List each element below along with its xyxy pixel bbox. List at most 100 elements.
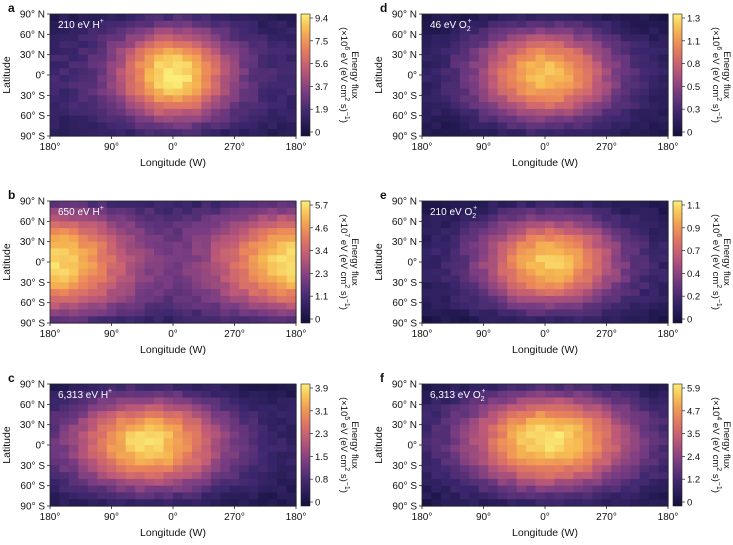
heatmap-cell: [422, 129, 433, 137]
heatmap-cell: [478, 47, 489, 56]
heatmap-cell: [422, 499, 433, 507]
heatmap-cell: [239, 68, 250, 76]
heatmap-cell: [239, 275, 250, 283]
heatmap-cell: [267, 262, 278, 270]
heatmap-cell: [563, 438, 574, 446]
heatmap-cell: [459, 417, 470, 426]
heatmap-cell: [611, 262, 622, 270]
x-tick-label: 180°: [40, 512, 61, 523]
heatmap-cell: [440, 499, 451, 507]
heatmap-cell: [220, 424, 231, 433]
heatmap-cell: [87, 397, 98, 405]
heatmap-cell: [258, 102, 269, 110]
y-tick-label: 60° S: [392, 298, 417, 309]
heatmap-cell: [68, 302, 79, 311]
heatmap-cell: [239, 14, 250, 22]
heatmap-cell: [286, 221, 297, 229]
heatmap-cell: [239, 438, 250, 446]
heatmap-cell: [229, 34, 240, 42]
heatmap-cell: [173, 289, 184, 297]
heatmap-cell: [620, 20, 631, 29]
heatmap-cell: [220, 404, 231, 412]
heatmap-cell: [173, 424, 184, 433]
heatmap-cell: [106, 241, 117, 250]
heatmap-cell: [639, 228, 650, 236]
x-tick-label: 270°: [596, 512, 617, 523]
heatmap-cell: [469, 102, 480, 110]
heatmap-cell: [649, 417, 660, 426]
heatmap-cell: [649, 102, 660, 110]
heatmap-cell: [469, 417, 480, 426]
heatmap-cell: [507, 129, 518, 137]
heatmap-cell: [182, 275, 193, 283]
heatmap-cell: [488, 262, 499, 270]
heatmap-cell: [611, 95, 622, 103]
heatmap-cell: [563, 492, 574, 500]
heatmap-cell: [154, 472, 165, 480]
heatmap-cell: [582, 282, 593, 290]
heatmap-cell: [68, 34, 79, 42]
heatmap-cell: [59, 102, 70, 110]
heatmap-cell: [163, 445, 174, 453]
heatmap-cell: [68, 61, 79, 69]
heatmap-cell: [258, 458, 269, 466]
heatmap-cell: [59, 228, 70, 236]
heatmap-cell: [210, 207, 221, 216]
heatmap-cell: [658, 282, 669, 290]
heatmap-cell: [229, 417, 240, 426]
heatmap-cell: [135, 129, 146, 137]
heatmap-cell: [163, 241, 174, 250]
heatmap-cell: [210, 431, 221, 439]
heatmap-cell: [210, 47, 221, 56]
heatmap-cell: [248, 458, 259, 466]
x-tick-label: 270°: [596, 142, 617, 153]
heatmap-cell: [163, 34, 174, 42]
heatmap-cell: [601, 492, 612, 500]
heatmap-cell: [248, 41, 259, 49]
heatmap-cell: [229, 221, 240, 229]
heatmap-cell: [582, 115, 593, 124]
heatmap-cell: [507, 485, 518, 494]
heatmap-cell: [488, 404, 499, 412]
heatmap-cell: [497, 397, 508, 405]
heatmap-cell: [488, 20, 499, 29]
heatmap-cell: [68, 207, 79, 216]
heatmap-cell: [78, 41, 89, 49]
heatmap-cell: [286, 465, 297, 473]
heatmap-cell: [649, 438, 660, 446]
heatmap-cell: [163, 451, 174, 460]
heatmap-cell: [563, 81, 574, 90]
heatmap-cell: [535, 397, 546, 405]
heatmap-cell: [497, 14, 508, 22]
heatmap-cell: [173, 54, 184, 63]
heatmap-cell: [431, 309, 442, 317]
heatmap-cell: [535, 295, 546, 304]
heatmap-cell: [191, 75, 202, 83]
heatmap-cell: [516, 424, 527, 433]
heatmap-cell: [239, 207, 250, 216]
heatmap-cell: [277, 492, 288, 500]
heatmap-cell: [125, 102, 136, 110]
heatmap-cell: [191, 282, 202, 290]
heatmap-cell: [507, 451, 518, 460]
heatmap-cell: [582, 397, 593, 405]
heatmap-cell: [267, 54, 278, 63]
heatmap-cell: [431, 302, 442, 311]
heatmap-cell: [220, 472, 231, 480]
heatmap-cell: [431, 68, 442, 76]
heatmap-cell: [286, 485, 297, 494]
heatmap-cell: [649, 309, 660, 317]
heatmap-cell: [97, 478, 108, 487]
heatmap-cell: [182, 404, 193, 412]
heatmap-cell: [116, 108, 127, 117]
x-axis-label: Longitude (W): [512, 157, 578, 169]
colorbar-tick-label: 0.8: [315, 475, 328, 486]
heatmap-cell: [459, 458, 470, 466]
heatmap-cell: [182, 68, 193, 76]
colorbar-tick-label: 2.4: [687, 452, 700, 463]
heatmap-cell: [554, 465, 565, 473]
heatmap-cell: [258, 234, 269, 243]
heatmap-cell: [526, 465, 537, 473]
heatmap-cell: [220, 465, 231, 473]
heatmap-cell: [191, 451, 202, 460]
